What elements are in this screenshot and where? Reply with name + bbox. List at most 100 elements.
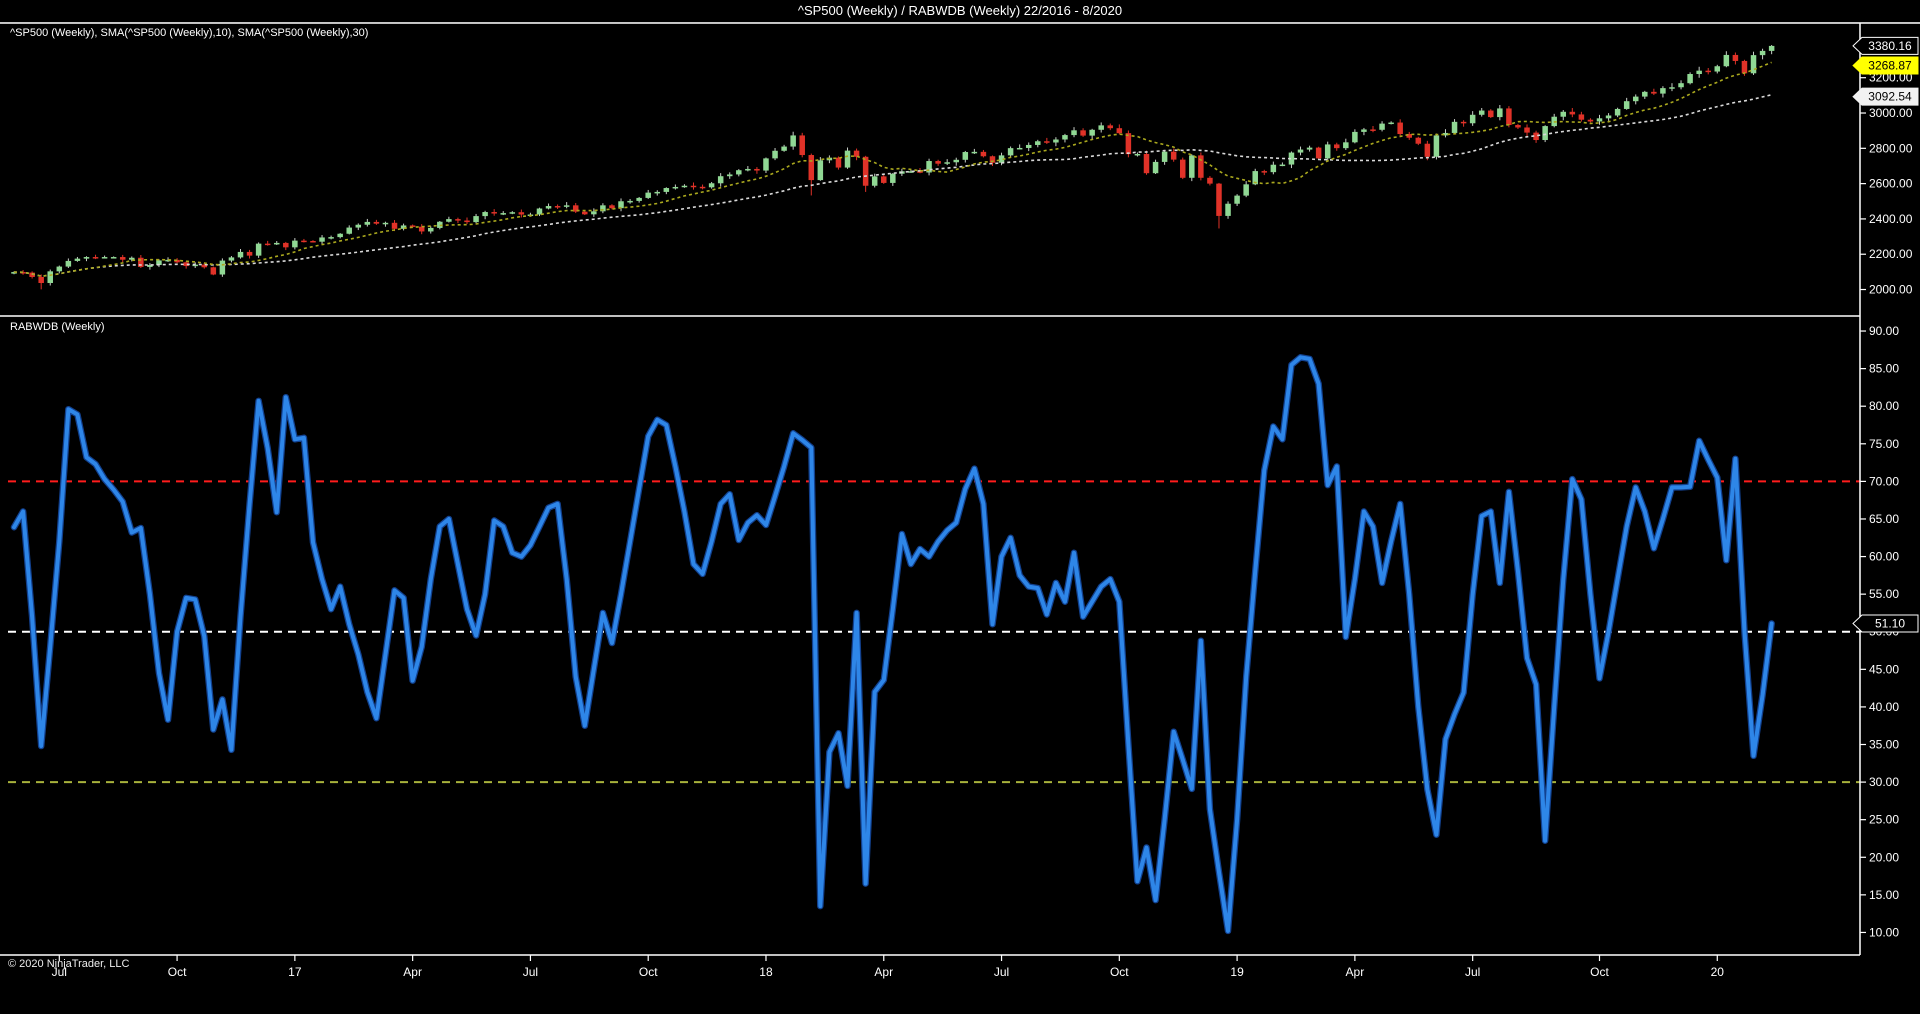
candle-up — [545, 206, 552, 209]
axis-tick-label: 40.00 — [1869, 700, 1899, 714]
candle-up — [781, 146, 787, 151]
sma30-line — [13, 94, 1772, 278]
axis-tick-label: 25.00 — [1869, 813, 1899, 827]
candle-up — [346, 227, 352, 234]
candle-down — [1651, 91, 1657, 94]
candle-up — [1161, 151, 1168, 162]
candle-up — [1306, 147, 1313, 150]
candle-up — [763, 158, 769, 171]
candle-up — [1243, 184, 1249, 196]
candle-down — [754, 168, 760, 171]
candle-up — [1343, 142, 1349, 149]
candle-up — [1478, 110, 1485, 115]
candle-down — [1515, 125, 1521, 128]
candle-down — [409, 225, 416, 227]
axis-tick-label: 75.00 — [1869, 437, 1899, 451]
candle-down — [491, 212, 497, 214]
axis-marker-label: 3268.87 — [1868, 59, 1912, 73]
candle-up — [1768, 45, 1775, 51]
time-tick-label: Oct — [639, 965, 658, 979]
candle-up — [717, 176, 724, 184]
candle-down — [201, 264, 208, 268]
axis-tick-label: 2800.00 — [1869, 141, 1913, 155]
candle-up — [1225, 203, 1231, 216]
candle-up — [47, 271, 53, 283]
candle-down — [92, 257, 99, 259]
candle-down — [917, 171, 923, 173]
axis-tick-label: 15.00 — [1869, 888, 1899, 902]
candle-down — [391, 222, 398, 229]
axis-tick-label: 20.00 — [1869, 850, 1899, 864]
candle-up — [736, 170, 742, 175]
candle-up — [1750, 55, 1757, 74]
candle-down — [1125, 133, 1132, 155]
candle-up — [1596, 118, 1603, 122]
axis-tick-label: 35.00 — [1869, 738, 1899, 752]
candle-down — [1506, 108, 1512, 126]
candle-up — [228, 257, 235, 261]
candle-down — [1578, 114, 1585, 120]
candle-down — [835, 157, 842, 168]
candle-down — [29, 272, 35, 277]
candle-down — [609, 205, 615, 209]
candle-up — [1089, 129, 1095, 136]
candle-up — [681, 185, 688, 188]
candle-up — [1361, 129, 1367, 132]
candle-down — [582, 211, 588, 215]
candle-up — [1324, 144, 1331, 159]
axis-tick-label: 45.00 — [1869, 662, 1899, 676]
axis-tick-label: 2000.00 — [1869, 283, 1913, 297]
candle-up — [428, 227, 434, 232]
candle-up — [446, 219, 452, 222]
candle-up — [1379, 123, 1385, 130]
candle-down — [38, 276, 44, 283]
candlestick-series[interactable] — [11, 45, 1775, 290]
candle-down — [853, 150, 860, 157]
time-tick-label: Jul — [523, 965, 538, 979]
candle-down — [1397, 122, 1403, 135]
candle-down — [1569, 111, 1576, 115]
candle-up — [536, 208, 543, 215]
indicator-line-edge — [10, 354, 1775, 935]
candle-up — [1678, 83, 1684, 88]
candle-up — [509, 212, 516, 214]
candle-down — [1261, 171, 1268, 173]
candle-up — [1288, 152, 1295, 165]
candle-up — [745, 168, 751, 171]
candle-down — [1179, 159, 1186, 178]
candle-down — [1207, 177, 1213, 184]
axis-tick-label: 60.00 — [1869, 550, 1899, 564]
axis-value-marker: 3268.87 — [1852, 56, 1919, 75]
candle-down — [1406, 134, 1412, 138]
candle-up — [364, 221, 371, 225]
candle-down — [310, 240, 316, 243]
candle-up — [1433, 135, 1440, 157]
candle-down — [1460, 121, 1467, 124]
candle-down — [1415, 137, 1422, 144]
candle-up — [600, 205, 606, 212]
time-tick-label: Oct — [1590, 965, 1609, 979]
candle-down — [1116, 128, 1123, 134]
indicator-panel[interactable] — [8, 354, 1860, 935]
indicator-y-axis[interactable]: 90.00 85.00 80.00 75.00 70.00 65.00 60.00 55.00… — [1860, 324, 1899, 939]
time-axis[interactable]: Jul Oct 17 Apr Jul Oct 18 Apr Jul Oct 19 Apr Jul Oct 2… — [52, 955, 1725, 979]
candle-down — [138, 257, 144, 267]
candle-up — [1759, 50, 1766, 56]
candle-up — [645, 192, 651, 198]
candle-up — [382, 222, 389, 225]
candle-down — [1143, 153, 1150, 174]
window-title-bar: ^SP500 (Weekly) / RABWDB (Weekly) 22/201… — [0, 0, 1920, 23]
candle-up — [1623, 101, 1630, 109]
time-tick-label: 18 — [759, 965, 773, 979]
candle-up — [908, 171, 914, 173]
candle-up — [255, 243, 262, 256]
candle-up — [1297, 149, 1304, 153]
plot-borders — [0, 22, 1920, 956]
candle-up — [147, 264, 153, 267]
price-panel-label: ^SP500 (Weekly), SMA(^SP500 (Weekly),10)… — [10, 27, 369, 39]
candle-up — [1016, 147, 1023, 150]
candle-up — [772, 150, 778, 159]
candle-up — [636, 197, 642, 201]
axis-tick-label: 2200.00 — [1869, 247, 1913, 261]
